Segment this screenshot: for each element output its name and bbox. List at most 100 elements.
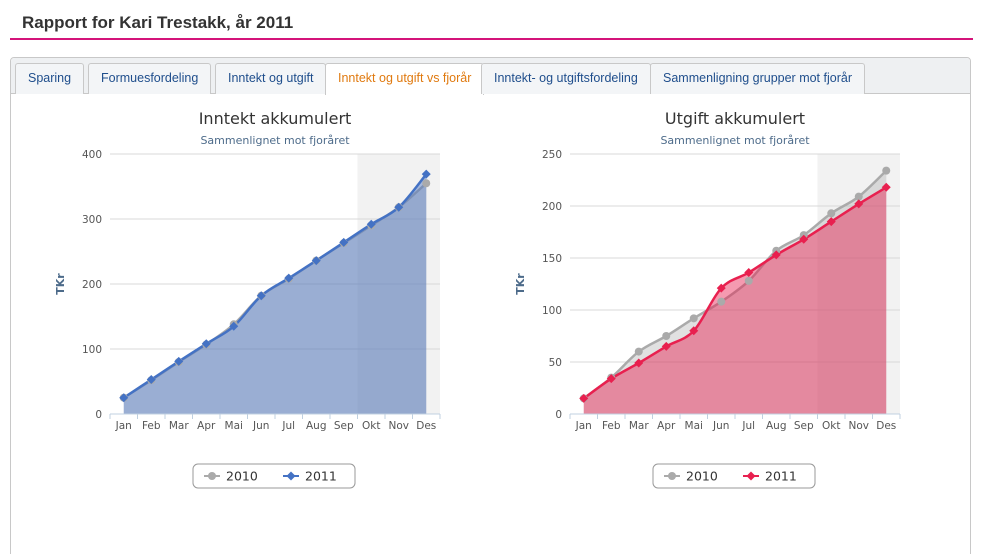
data-point-2011 [201, 339, 211, 349]
tab-sammenligning-grupper[interactable]: Sammenligning grupper mot fjorår [650, 63, 865, 94]
x-tick-label: Nov [389, 420, 410, 432]
legend-marker-2011 [286, 471, 296, 481]
data-point-2011 [744, 268, 754, 278]
data-point-2011 [146, 375, 156, 385]
tab-inntekt-og-utgift[interactable]: Inntekt og utgift [215, 63, 327, 94]
data-point-2011 [799, 234, 809, 244]
data-point-2011 [854, 199, 864, 209]
data-point-2011 [881, 182, 891, 192]
x-tick-label: Aug [306, 420, 327, 432]
chart-subtitle: Sammenlignet mot fjoråret [660, 134, 810, 147]
series-area-2010 [123, 183, 427, 414]
x-tick-label: Feb [602, 420, 621, 432]
x-tick-label: Jun [712, 420, 729, 432]
data-point-2010 [717, 297, 726, 306]
x-tick-label: Mar [629, 420, 649, 432]
x-tick-label: Okt [822, 420, 840, 432]
chart-title: Utgift akkumulert [665, 109, 805, 128]
data-point-2011 [284, 273, 294, 283]
data-point-2011 [716, 283, 726, 293]
legend-label-2011: 2011 [305, 469, 337, 484]
y-tick-label: 100 [542, 305, 562, 317]
data-point-2011 [579, 393, 589, 403]
expense-chart: Utgift akkumulert Sammenlignet mot fjorår… [490, 100, 950, 500]
legend-marker-2011 [746, 471, 756, 481]
data-point-2011 [606, 374, 616, 384]
x-tick-label: Sep [794, 420, 814, 432]
x-tick-label: Feb [142, 420, 161, 432]
data-point-2010 [854, 192, 863, 201]
x-tick-label: Jan [575, 420, 592, 432]
chart-legend: 2010 2011 [652, 463, 816, 489]
legend-box [652, 463, 816, 489]
legend-label-2010: 2010 [226, 469, 258, 484]
x-tick-label: Apr [197, 420, 216, 432]
data-point-2011 [174, 356, 184, 366]
y-axis-label: TKr [54, 273, 67, 295]
y-axis-label: TKr [514, 273, 527, 295]
expense-chart-svg: Utgift akkumulert Sammenlignet mot fjorår… [514, 109, 901, 489]
data-point-2011 [634, 358, 644, 368]
data-point-2010 [634, 347, 643, 356]
tab-formuesfordeling[interactable]: Formuesfordeling [88, 63, 212, 94]
x-tick-label: Mar [169, 420, 189, 432]
data-point-2011 [661, 341, 671, 351]
tab-inntekt-og-utgiftsfordeling[interactable]: Inntekt- og utgiftsfordeling [481, 63, 651, 94]
data-point-2010 [422, 179, 431, 188]
chart-title: Inntekt akkumulert [199, 109, 352, 128]
data-point-2010 [882, 166, 891, 175]
y-tick-label: 150 [542, 253, 562, 265]
x-tick-label: Jul [741, 420, 755, 432]
legend-label-2011: 2011 [765, 469, 797, 484]
series-area-2011 [123, 174, 427, 414]
x-tick-label: Des [876, 420, 896, 432]
legend-box [192, 463, 356, 489]
y-tick-label: 200 [542, 201, 562, 213]
legend-marker-2010 [668, 472, 676, 480]
x-tick-label: Aug [766, 420, 787, 432]
x-tick-label: Apr [657, 420, 676, 432]
x-tick-label: Nov [849, 420, 870, 432]
x-tick-label: Jan [115, 420, 132, 432]
data-point-2010 [744, 276, 753, 285]
chart-legend: 2010 2011 [192, 463, 356, 489]
y-tick-label: 100 [82, 344, 102, 356]
x-tick-label: Sep [334, 420, 354, 432]
data-point-2011 [311, 256, 321, 266]
data-point-2011 [826, 217, 836, 227]
data-point-2011 [394, 202, 404, 212]
data-point-2011 [229, 321, 239, 331]
page-title: Rapport for Kari Trestakk, år 2011 [22, 13, 294, 32]
tab-inntekt-og-utgift-vs-fjoraar[interactable]: Inntekt og utgift vs fjorår [325, 63, 485, 95]
data-point-2010 [689, 314, 698, 323]
y-tick-label: 0 [555, 409, 562, 421]
report-header: Rapport for Kari Trestakk, år 2011 [10, 0, 973, 40]
y-tick-label: 0 [95, 409, 102, 421]
y-tick-label: 300 [82, 214, 102, 226]
tab-panel: Sparing Formuesfordeling Inntekt og utgi… [10, 57, 971, 554]
income-chart: Inntekt akkumulert Sammenlignet mot fjorå… [30, 100, 490, 500]
x-tick-label: Jun [252, 420, 269, 432]
tab-bar: Sparing Formuesfordeling Inntekt og utgi… [11, 58, 970, 95]
data-point-2011 [689, 326, 699, 336]
x-tick-label: Okt [362, 420, 380, 432]
legend-marker-2010 [208, 472, 216, 480]
x-tick-label: Mai [685, 420, 703, 432]
data-point-2010 [827, 209, 836, 218]
y-tick-label: 50 [549, 357, 562, 369]
series-area-2011 [583, 187, 887, 414]
data-point-2011 [366, 219, 376, 229]
chart-subtitle: Sammenlignet mot fjoråret [200, 134, 350, 147]
y-tick-label: 200 [82, 279, 102, 291]
data-point-2010 [662, 332, 671, 340]
legend-label-2010: 2010 [686, 469, 718, 484]
y-tick-label: 250 [542, 149, 562, 161]
data-point-2011 [256, 291, 266, 301]
data-point-2011 [339, 237, 349, 247]
data-point-2011 [421, 169, 431, 179]
y-tick-label: 400 [82, 149, 102, 161]
tab-sparing[interactable]: Sparing [15, 63, 85, 94]
data-point-2011 [119, 393, 129, 403]
x-tick-label: Des [416, 420, 436, 432]
income-chart-svg: Inntekt akkumulert Sammenlignet mot fjorå… [54, 109, 441, 489]
